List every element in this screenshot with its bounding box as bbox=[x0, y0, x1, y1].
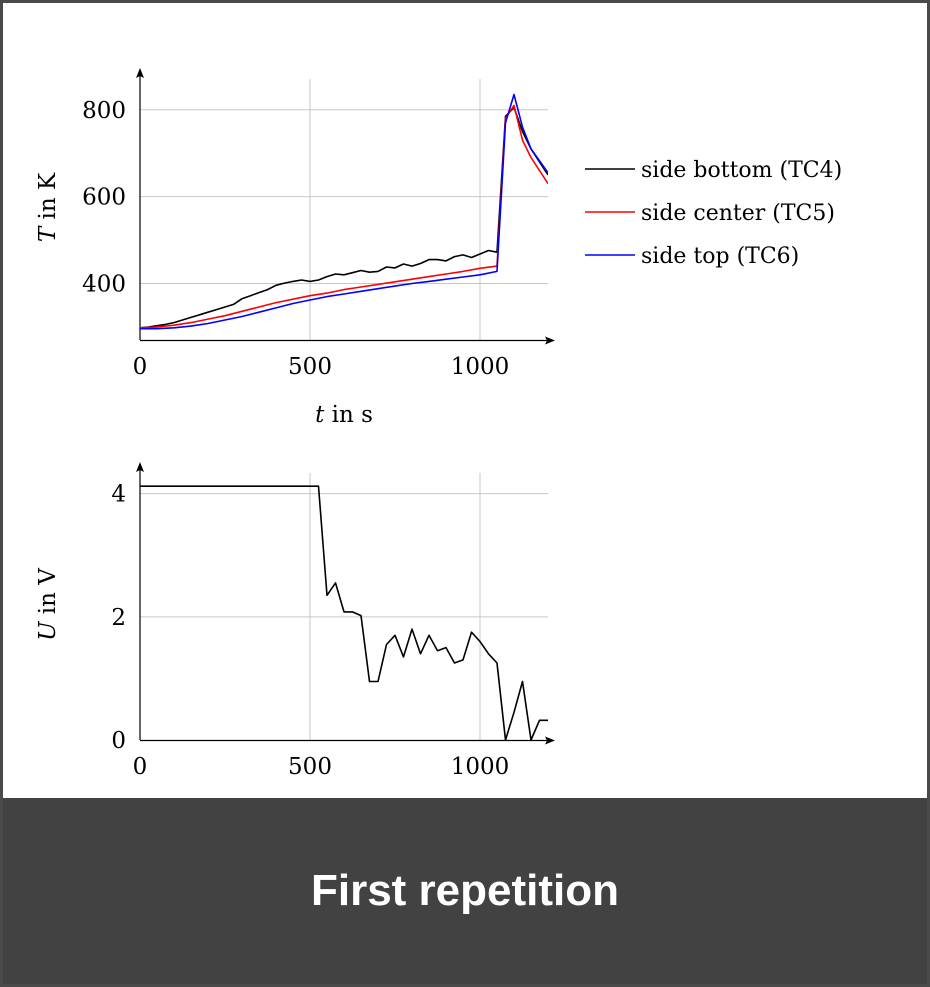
voltage-ytick-label-1: 2 bbox=[111, 605, 126, 631]
voltage-y-label-var: U bbox=[35, 620, 61, 641]
voltage-x-axis-arrow bbox=[545, 736, 555, 745]
temperature-xtick-label-0: 0 bbox=[133, 354, 148, 380]
voltage-xtick-label-1: 500 bbox=[288, 754, 332, 780]
voltage-xtick-label-0: 0 bbox=[133, 754, 148, 780]
temperature-y-axis-arrow bbox=[136, 68, 144, 78]
temperature-y-label: T in K bbox=[35, 172, 61, 242]
temperature-ytick-label-0: 400 bbox=[82, 272, 126, 298]
temperature-xtick-label-1: 500 bbox=[288, 354, 332, 380]
temperature-x-label-var: t bbox=[315, 402, 325, 428]
voltage-ytick-label-0: 0 bbox=[111, 728, 126, 754]
voltage-series-line-0 bbox=[140, 485, 548, 741]
voltage-xtick-label-2: 1000 bbox=[451, 754, 510, 780]
voltage-y-label: U in V bbox=[35, 568, 61, 641]
temperature-y-label-unit: in K bbox=[35, 172, 61, 227]
temperature-ytick-label-1: 600 bbox=[82, 185, 126, 211]
voltage-y-label-unit: in V bbox=[35, 568, 61, 622]
caption-banner: First repetition bbox=[3, 798, 927, 984]
temperature-x-label-unit: in s bbox=[324, 402, 373, 428]
legend-label-1: side center (TC5) bbox=[641, 201, 835, 226]
temperature-xtick-label-2: 1000 bbox=[451, 354, 510, 380]
temperature-x-axis-arrow bbox=[545, 336, 555, 345]
temperature-x-label: t in s bbox=[315, 402, 373, 428]
voltage-y-axis-arrow bbox=[136, 462, 144, 472]
temperature-ytick-label-2: 800 bbox=[82, 98, 126, 124]
voltage-ytick-label-2: 4 bbox=[111, 482, 126, 508]
temperature-y-label-var: T bbox=[35, 225, 61, 242]
legend-label-2: side top (TC6) bbox=[641, 244, 799, 269]
legend-label-0: side bottom (TC4) bbox=[641, 158, 842, 183]
temperature-series-line-0 bbox=[140, 106, 548, 329]
temperature-series-line-2 bbox=[140, 93, 548, 330]
caption-text: First repetition bbox=[310, 866, 620, 915]
